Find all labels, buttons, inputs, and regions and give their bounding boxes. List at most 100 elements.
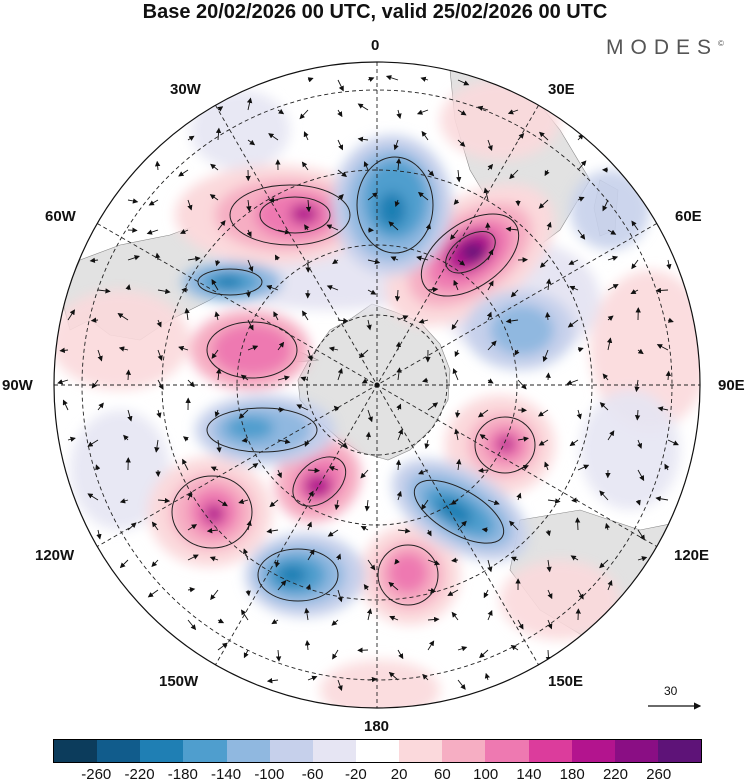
wind-vector	[266, 677, 279, 684]
wind-vector	[67, 309, 75, 321]
wind-vector	[453, 279, 459, 291]
wind-vector	[450, 499, 459, 505]
wind-vector	[634, 379, 640, 393]
wind-vector	[304, 224, 310, 231]
wind-vector	[365, 431, 372, 441]
wind-vector	[246, 229, 252, 238]
wind-vector	[367, 409, 373, 423]
wind-vector	[545, 311, 551, 321]
wind-vector	[307, 549, 315, 561]
wind-vector	[87, 493, 99, 501]
wind-vector	[569, 439, 579, 447]
wind-vector	[457, 646, 468, 652]
wind-vector	[510, 556, 519, 562]
wind-vector	[479, 434, 489, 441]
wind-vector	[484, 672, 490, 681]
lon-label-120w: 120W	[35, 547, 75, 564]
wind-vector	[366, 319, 372, 331]
wind-vector	[607, 430, 615, 441]
wind-vector	[187, 554, 199, 561]
wind-vector	[539, 259, 549, 268]
wind-vector	[607, 229, 617, 235]
wind-vector	[364, 499, 370, 512]
wind-vector	[307, 490, 314, 501]
wind-vector	[454, 409, 461, 418]
wind-vector	[546, 221, 552, 231]
wind-vector	[337, 589, 343, 603]
wind-vector	[397, 649, 404, 660]
lon-label-30e: 30E	[548, 81, 575, 98]
wind-vector	[544, 461, 550, 471]
wind-vector	[304, 439, 310, 447]
lon-label-60e: 60E	[675, 208, 702, 225]
colorbar-box	[54, 740, 98, 762]
wind-vector	[178, 169, 189, 177]
wind-vector	[478, 467, 489, 474]
lon-label-120e: 120E	[674, 547, 710, 564]
wind-vector	[151, 559, 159, 568]
wind-vector	[537, 409, 549, 417]
wind-vector	[243, 548, 249, 561]
wind-vector	[637, 529, 646, 541]
wind-vector	[97, 402, 104, 411]
wind-vector	[147, 589, 159, 598]
wind-vector	[59, 347, 69, 354]
wind-vector	[271, 619, 279, 625]
circulation-contours	[171, 156, 536, 606]
wind-vector	[487, 378, 494, 384]
wind-vector	[510, 289, 519, 298]
wind-vector	[599, 559, 609, 569]
wind-vector	[487, 609, 493, 621]
colorbar-tick-label: -220	[124, 766, 155, 783]
wind-vector	[337, 193, 344, 201]
wind-vector	[125, 284, 131, 291]
wind-vector	[577, 464, 590, 471]
wind-vector	[599, 490, 609, 501]
wind-vector	[388, 671, 399, 681]
wind-vector	[95, 464, 101, 471]
wind-vector	[156, 319, 162, 328]
wind-vector	[209, 194, 219, 201]
wind-vector	[328, 346, 339, 352]
antarctica	[297, 303, 451, 461]
wind-vector	[157, 288, 171, 294]
colorbar-box	[97, 740, 141, 762]
wind-vector	[577, 160, 587, 171]
wind-vector	[57, 379, 69, 385]
lon-label-150e: 150E	[548, 673, 584, 690]
wind-vector	[268, 133, 279, 141]
wind-vector	[96, 529, 102, 540]
colorbar-box	[657, 740, 702, 762]
wind-vector	[457, 79, 470, 86]
wind-vector	[637, 556, 648, 562]
wind-vector	[178, 345, 189, 352]
wind-vector	[477, 409, 489, 418]
colorbar-tick-label: -20	[345, 766, 367, 783]
wind-vector	[360, 525, 369, 531]
wind-vector	[247, 463, 259, 471]
wind-vector	[664, 463, 670, 471]
wind-vector	[427, 402, 439, 411]
wind-vector	[516, 492, 522, 501]
wind-vector	[420, 76, 429, 82]
wind-vector	[184, 307, 190, 321]
wind-vector	[394, 289, 401, 302]
wind-vector	[505, 226, 519, 232]
wind-vector	[602, 373, 609, 381]
wind-vector	[277, 375, 290, 381]
wind-vector	[427, 640, 435, 651]
wind-vector	[337, 139, 344, 151]
wind-vector	[246, 97, 253, 111]
wind-vector	[247, 345, 259, 351]
wind-vector	[545, 372, 551, 381]
wind-vector	[187, 199, 193, 211]
wind-vector	[187, 379, 195, 388]
brand-logo: MODES©	[606, 36, 724, 59]
wind-vector	[457, 259, 466, 266]
wind-vector	[421, 499, 429, 510]
wind-vector	[569, 285, 579, 291]
wind-vector	[216, 368, 222, 381]
wind-vector	[544, 169, 550, 177]
wind-vector	[418, 318, 429, 324]
wind-vector	[182, 436, 189, 442]
